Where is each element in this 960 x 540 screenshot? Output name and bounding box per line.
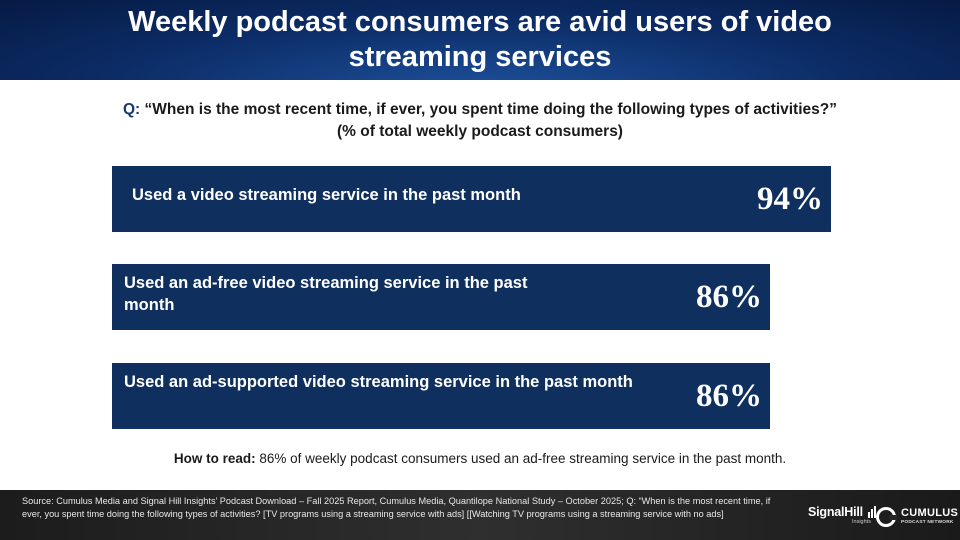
bar-value-label-2: 86% bbox=[696, 279, 762, 315]
question-subtext: (% of total weekly podcast consumers) bbox=[337, 123, 623, 140]
cumulus-logo-text: CUMULUS bbox=[901, 507, 959, 519]
question-prefix: Q: bbox=[123, 101, 141, 118]
signal-hill-logo-sub: Insights bbox=[852, 519, 871, 525]
bar-value-label-3: 86% bbox=[696, 378, 762, 414]
bar-3: Used an ad-supported video streaming ser… bbox=[112, 363, 770, 429]
source-note: Source: Cumulus Media and Signal Hill In… bbox=[22, 496, 771, 519]
bar-label-2: Used an ad-free video streaming service … bbox=[124, 274, 528, 314]
how-to-read-label: How to read: bbox=[173, 451, 256, 466]
cumulus-circle-icon bbox=[876, 507, 897, 527]
how-to-read: How to read: 86% of weekly podcast consu… bbox=[0, 451, 960, 466]
signal-bars-icon bbox=[868, 504, 878, 518]
question-block: Q: “When is the most recent time, if eve… bbox=[0, 99, 960, 143]
bar-label-3: Used an ad-supported video streaming ser… bbox=[124, 373, 633, 391]
header-banner: Weekly podcast consumers are avid users … bbox=[0, 0, 960, 80]
question-line: Q: “When is the most recent time, if eve… bbox=[0, 99, 960, 121]
bar-2: Used an ad-free video streaming service … bbox=[112, 264, 770, 330]
bar-value-label-1: 94% bbox=[757, 181, 823, 217]
footer-bar: Source: Cumulus Media and Signal Hill In… bbox=[0, 490, 960, 540]
signal-hill-logo: SignalHill Insights bbox=[808, 503, 876, 525]
how-to-read-text: 86% of weekly podcast consumers used an … bbox=[259, 451, 787, 466]
cumulus-logo-sub: PODCAST NETWORK bbox=[901, 520, 954, 525]
bar-label-1: Used a video streaming service in the pa… bbox=[132, 186, 521, 204]
page-title: Weekly podcast consumers are avid users … bbox=[128, 6, 832, 73]
bar-1: Used a video streaming service in the pa… bbox=[112, 166, 831, 232]
signal-hill-logo-text: SignalHill bbox=[808, 505, 863, 519]
question-text: “When is the most recent time, if ever, … bbox=[144, 101, 837, 118]
